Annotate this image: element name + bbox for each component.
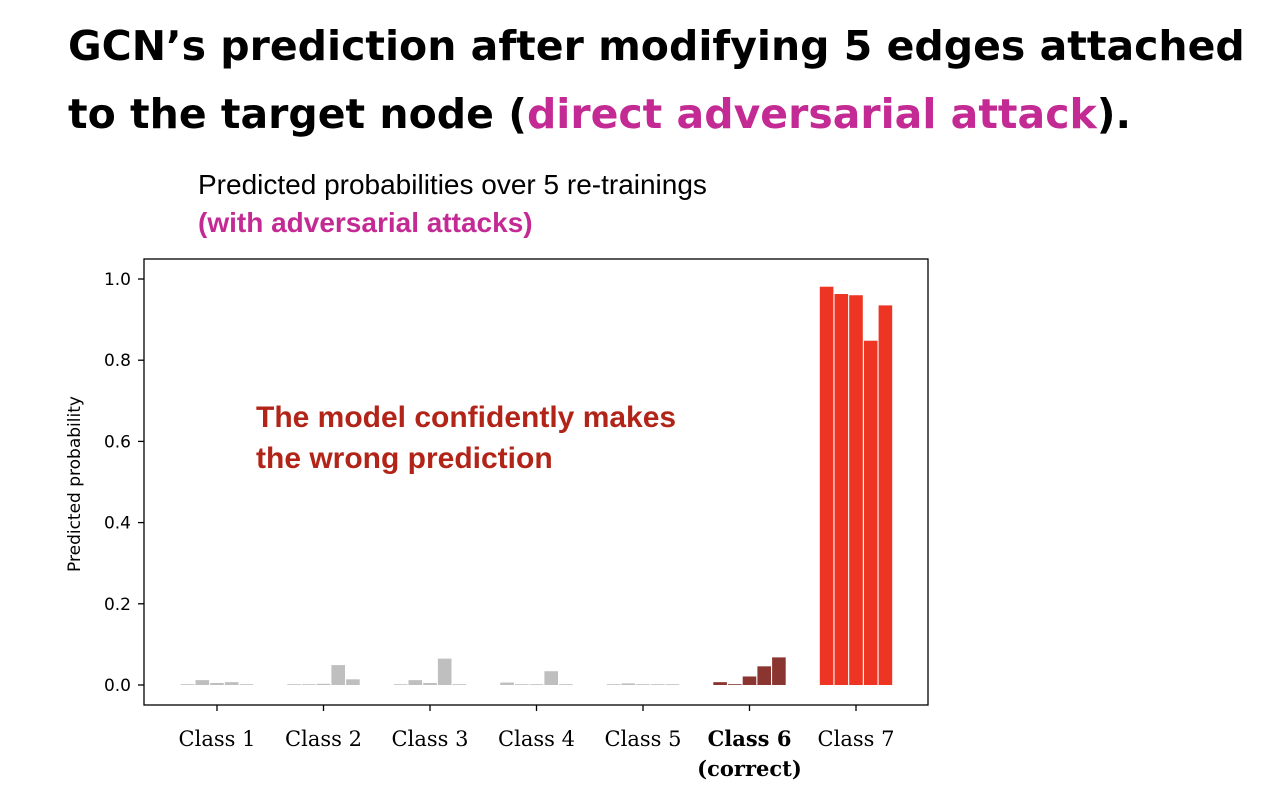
- x-tick-label: Class 6: [708, 726, 792, 751]
- slide-title: GCN’s prediction after modifying 5 edges…: [68, 12, 1268, 148]
- bar-5-run-1: [606, 684, 621, 685]
- slide-title-highlight: direct adversarial attack: [526, 90, 1097, 138]
- bar-3-run-2: [408, 680, 423, 685]
- plot-frame: [143, 258, 929, 706]
- bar-1-run-1: [180, 684, 195, 685]
- y-tick-label: 0.4: [104, 514, 131, 534]
- slide-title-text: GCN’s prediction after modifying 5 edges…: [68, 22, 1245, 138]
- chart-title: Predicted probabilities over 5 re-traini…: [198, 169, 707, 200]
- bar-7-run-4: [863, 340, 878, 685]
- bar-3-run-5: [452, 684, 467, 685]
- y-tick-label: 0.6: [104, 432, 131, 452]
- x-tick-label: Class 7: [818, 727, 895, 751]
- bar-5-run-2: [621, 683, 636, 685]
- bar-6-run-2: [728, 684, 742, 685]
- y-tick-label: 0.0: [104, 676, 131, 696]
- y-axis: 0.0 0.2 0.4 0.6 0.8 1.0: [104, 270, 144, 696]
- bar-2-run-5: [346, 679, 360, 685]
- x-tick-label: Class 3: [392, 727, 469, 751]
- bar-7-run-1: [819, 286, 834, 685]
- y-tick-label: 1.0: [104, 270, 131, 290]
- bar-5-run-5: [665, 684, 680, 685]
- bar-1-run-3: [210, 682, 224, 685]
- x-tick-label: Class 4: [498, 727, 575, 751]
- y-tick-label: 0.2: [104, 595, 131, 615]
- bar-1-run-2: [195, 680, 210, 685]
- bar-7-run-5: [878, 305, 893, 685]
- bar-4-run-1: [500, 682, 514, 685]
- bar-2-run-4: [331, 665, 345, 685]
- bar-6-run-4: [757, 666, 771, 685]
- x-tick-label: Class 1: [179, 727, 256, 751]
- bar-2-run-2: [302, 684, 316, 685]
- bar-6-run-3: [742, 676, 757, 685]
- y-axis-label: Predicted probability: [65, 396, 85, 572]
- bar-3-run-3: [423, 682, 437, 685]
- slide-title-end: ).: [1096, 90, 1132, 138]
- bar-4-run-4: [544, 671, 558, 685]
- bar-5-run-4: [650, 684, 665, 685]
- bar-5-run-3: [636, 684, 650, 685]
- bar-1-run-4: [224, 682, 239, 685]
- bar-2-run-3: [316, 683, 331, 685]
- x-axis: Class 1 Class 2 Class 3 Class 4 Class 5 Class…: [179, 705, 895, 781]
- bar-6-run-5: [772, 657, 786, 685]
- correct-class-note: (correct): [697, 756, 802, 781]
- bar-3-run-1: [393, 684, 408, 685]
- x-tick-label: Class 5: [605, 727, 682, 751]
- y-tick-label: 0.8: [104, 351, 131, 371]
- bar-4-run-2: [515, 684, 529, 685]
- bars-group: [180, 286, 893, 685]
- bar-4-run-3: [529, 684, 544, 685]
- bar-7-run-3: [849, 295, 863, 685]
- bar-2-run-1: [287, 684, 301, 685]
- bar-1-run-5: [239, 684, 254, 685]
- annotation-line-1: The model confidently makes: [256, 401, 676, 434]
- x-tick-label: Class 2: [285, 727, 362, 751]
- bar-7-run-2: [834, 294, 849, 685]
- bar-3-run-4: [437, 658, 452, 685]
- chart-subtitle: (with adversarial attacks): [198, 207, 533, 238]
- annotation-line-2: the wrong prediction: [256, 442, 553, 475]
- bar-4-run-5: [559, 684, 573, 685]
- bar-6-run-1: [713, 682, 727, 685]
